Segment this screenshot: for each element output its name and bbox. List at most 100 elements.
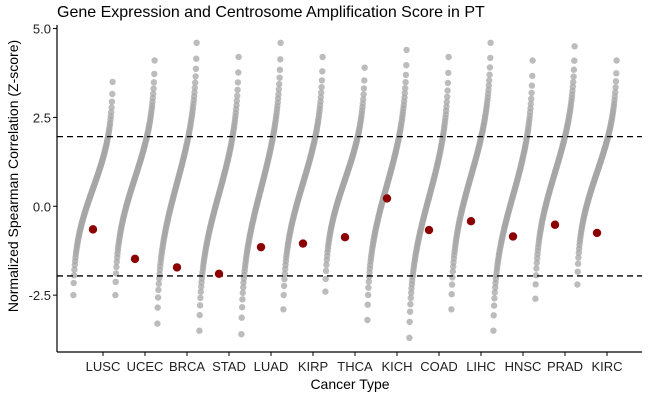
background-point [150, 79, 158, 86]
background-point [155, 280, 162, 287]
strand-lusc [70, 78, 116, 299]
background-point [361, 77, 368, 84]
background-point [70, 279, 77, 287]
background-point [239, 289, 246, 297]
highlight-point-lusc [88, 225, 98, 234]
highlight-point-lihc [466, 217, 476, 226]
background-point [322, 275, 329, 283]
background-point [402, 85, 409, 92]
strand-kich [364, 46, 410, 324]
background-point [365, 284, 372, 291]
x-tick-label: STAD [212, 359, 246, 374]
background-point [360, 91, 367, 98]
background-point [444, 87, 451, 94]
background-point [108, 98, 116, 105]
background-point [70, 272, 78, 279]
strand-hnsc [490, 57, 536, 334]
background-point [574, 281, 581, 288]
background-point [193, 55, 200, 62]
background-point [281, 270, 288, 277]
background-point [197, 288, 204, 296]
background-point [570, 73, 577, 80]
background-point [240, 284, 247, 291]
x-axis-label: Cancer Type [310, 376, 389, 392]
background-point [364, 291, 372, 299]
background-point [443, 103, 450, 110]
background-point [401, 90, 408, 97]
background-point [570, 78, 577, 86]
background-point [150, 90, 157, 98]
background-point [233, 97, 240, 105]
background-point [487, 54, 494, 62]
background-point [196, 302, 204, 309]
background-point [612, 89, 619, 96]
background-point [154, 320, 161, 327]
y-tick-label: 2.5 [33, 110, 51, 125]
highlight-point-coad [424, 225, 434, 235]
x-tick-label: LIHC [466, 359, 496, 374]
x-tick-label: BRCA [169, 359, 205, 374]
strand-kirc [574, 57, 620, 288]
background-point [406, 318, 413, 325]
background-point [490, 312, 497, 319]
background-point [193, 39, 200, 46]
y-tick-label: -2.5 [29, 288, 51, 303]
background-point [407, 301, 414, 308]
background-point [403, 46, 410, 54]
background-point [318, 84, 325, 91]
background-point [613, 57, 620, 64]
background-point [406, 308, 414, 315]
background-point [235, 69, 242, 76]
background-point [150, 85, 157, 92]
background-point [360, 96, 367, 103]
background-point [319, 53, 326, 61]
x-tick-label: KIRC [591, 359, 622, 374]
background-point [192, 79, 199, 86]
background-point [448, 306, 455, 313]
background-point [277, 56, 284, 63]
y-tick-label: 0.0 [33, 199, 51, 214]
background-point [322, 288, 329, 295]
background-point [364, 316, 371, 324]
background-point [571, 57, 578, 64]
background-point [192, 73, 199, 80]
x-tick-label: KIRP [298, 359, 328, 374]
background-point [275, 86, 282, 93]
background-point [532, 295, 539, 302]
background-point [527, 100, 534, 108]
background-point [280, 282, 288, 290]
background-point [445, 69, 452, 77]
x-tick-label: UCEC [127, 359, 164, 374]
background-point [574, 268, 581, 275]
background-point [491, 289, 498, 296]
background-point [486, 77, 493, 84]
background-point [360, 85, 368, 92]
background-point [533, 265, 540, 272]
background-point [613, 70, 620, 77]
x-tick-label: PRAD [547, 359, 583, 374]
background-point [532, 281, 539, 288]
background-point [529, 57, 536, 64]
highlight-point-kirp [298, 239, 308, 248]
background-point [234, 92, 241, 100]
chart-title: Gene Expression and Centrosome Amplifica… [57, 4, 485, 21]
background-point [570, 66, 578, 73]
highlight-point-kich [382, 194, 392, 203]
strand-prad [532, 43, 578, 302]
background-point [528, 89, 535, 97]
background-point [197, 294, 204, 302]
strand-lihc [448, 39, 494, 313]
background-point [70, 291, 77, 299]
background-point [192, 65, 200, 73]
background-point [574, 260, 582, 267]
strand-brca [154, 39, 200, 327]
background-point [109, 78, 116, 86]
background-point [532, 272, 540, 279]
background-point [112, 270, 120, 277]
background-point [319, 68, 326, 75]
background-point [487, 39, 494, 46]
strand-luad [238, 39, 284, 338]
x-tick-label: THCA [337, 359, 373, 374]
background-point [365, 278, 372, 285]
background-point [361, 64, 368, 71]
